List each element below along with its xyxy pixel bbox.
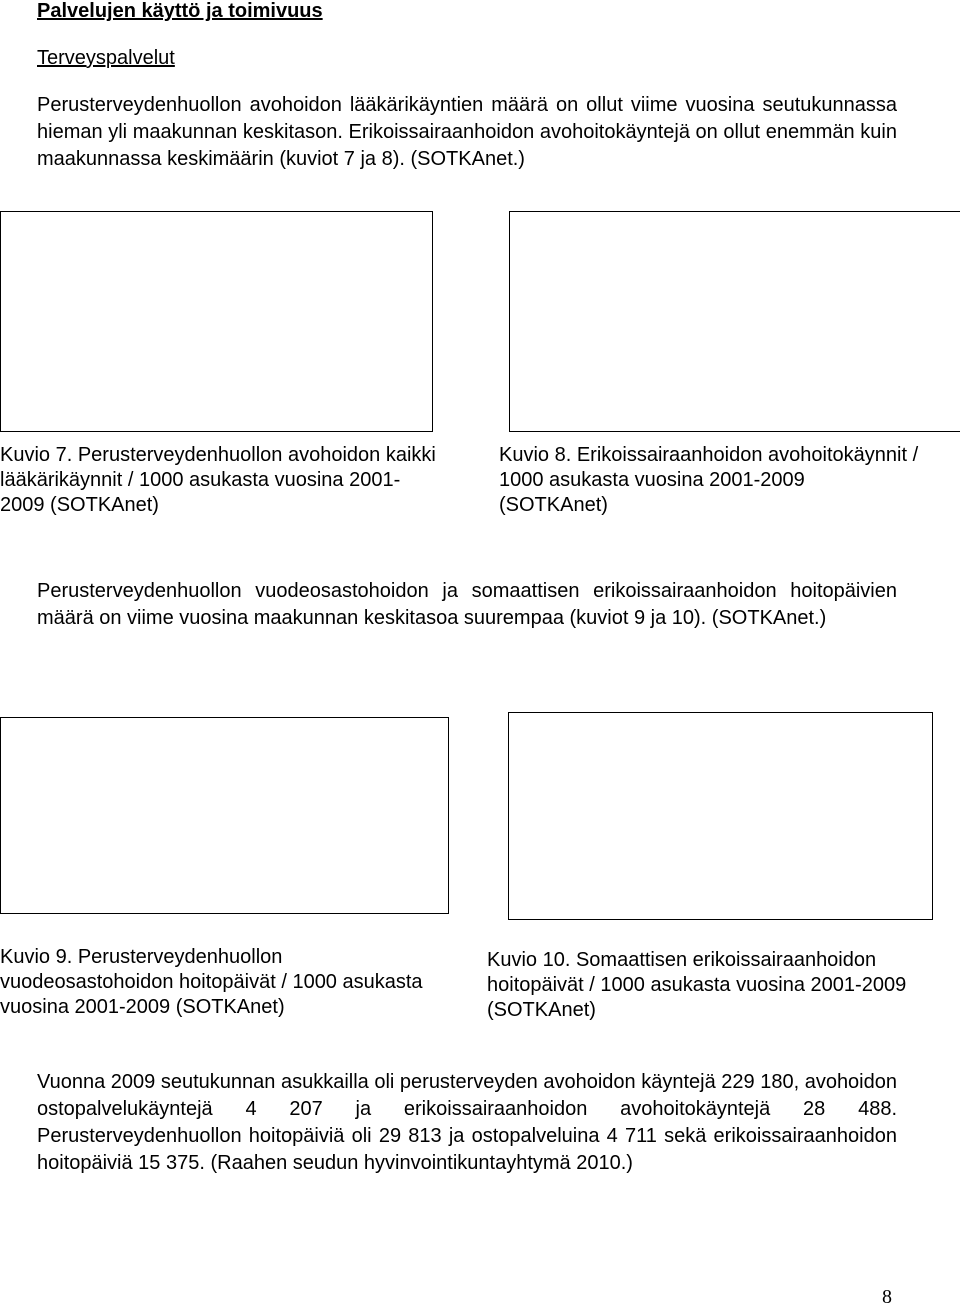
caption-fig8: Kuvio 8. Erikoissairaanhoidon avohoitokä… bbox=[499, 444, 919, 516]
chart-fig8: 0500100015002000200120022003200420052006… bbox=[509, 211, 960, 432]
chart-fig7: 0500100015002000250020012002200320042005… bbox=[0, 211, 433, 432]
chart-fig10: 0500100015002001200220032004200520062007… bbox=[508, 712, 933, 920]
chart-fig10-svg: 0500100015002001200220032004200520062007… bbox=[509, 713, 932, 919]
paragraph-2: Perusterveydenhuollon vuodeosastohoidon … bbox=[37, 580, 897, 629]
section-subheading: Terveyspalvelut bbox=[37, 47, 175, 69]
caption-fig10: Kuvio 10. Somaattisen erikoissairaanhoid… bbox=[487, 949, 907, 1021]
caption-fig7: Kuvio 7. Perusterveydenhuollon avohoidon… bbox=[0, 444, 436, 516]
caption-fig9: Kuvio 9. Perusterveydenhuollon vuodeosas… bbox=[0, 946, 423, 1018]
chart-fig9-svg: 0500100015002001200220032004200520062007… bbox=[1, 718, 448, 913]
paragraph-1: Perusterveydenhuollon avohoidon lääkärik… bbox=[37, 94, 897, 170]
page-heading: Palvelujen käyttö ja toimivuus bbox=[37, 0, 323, 22]
chart-fig8-svg: 0500100015002000200120022003200420052006… bbox=[510, 212, 960, 431]
paragraph-3: Vuonna 2009 seutukunnan asukkailla oli p… bbox=[37, 1071, 897, 1174]
chart-fig7-svg: 0500100015002000250020012002200320042005… bbox=[1, 212, 432, 431]
page-number: 8 bbox=[882, 1286, 892, 1308]
chart-fig9: 0500100015002001200220032004200520062007… bbox=[0, 717, 449, 914]
